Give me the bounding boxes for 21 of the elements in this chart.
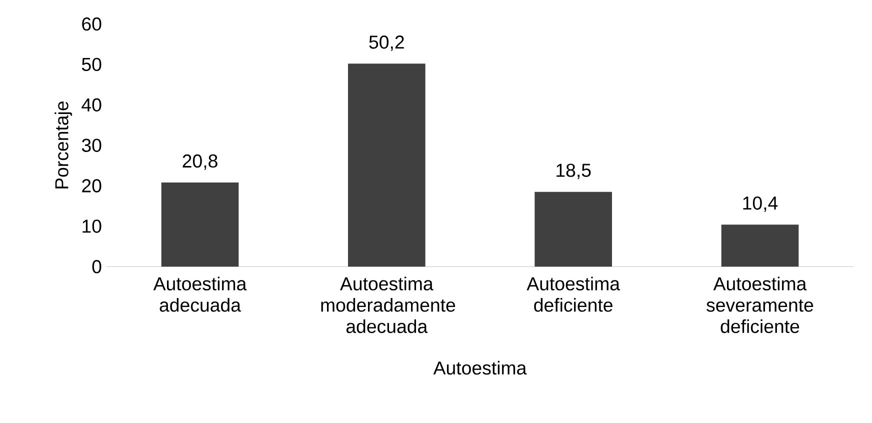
bar xyxy=(161,182,239,267)
x-tick-label: Autoestima adecuada xyxy=(153,276,247,312)
y-tick-label: 40 xyxy=(82,98,102,112)
x-tick-label: Autoestima deficiente xyxy=(526,276,620,312)
data-label: 10,4 xyxy=(743,196,778,212)
x-axis-title: Autoestima xyxy=(433,361,527,375)
y-tick-label: 50 xyxy=(82,58,102,72)
x-tick-label: Autoestima severamente deficiente xyxy=(706,276,814,334)
y-tick-label: 0 xyxy=(92,260,102,274)
y-axis-title: Porcentaje xyxy=(54,102,72,189)
x-tick-label: Autoestima moderadamente adecuada xyxy=(321,276,456,334)
bar xyxy=(721,224,799,267)
y-tick-label: 60 xyxy=(82,18,102,31)
data-label: 50,2 xyxy=(369,36,404,52)
y-tick-label: 10 xyxy=(82,220,102,234)
bar xyxy=(534,192,612,267)
data-label: 20,8 xyxy=(182,154,218,170)
bar xyxy=(348,64,426,267)
data-label: 18,5 xyxy=(556,164,591,180)
y-tick-label: 30 xyxy=(82,138,102,152)
y-tick-label: 20 xyxy=(82,179,102,193)
